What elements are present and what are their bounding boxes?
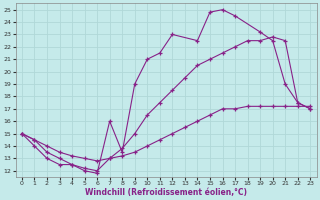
X-axis label: Windchill (Refroidissement éolien,°C): Windchill (Refroidissement éolien,°C) [85,188,247,197]
